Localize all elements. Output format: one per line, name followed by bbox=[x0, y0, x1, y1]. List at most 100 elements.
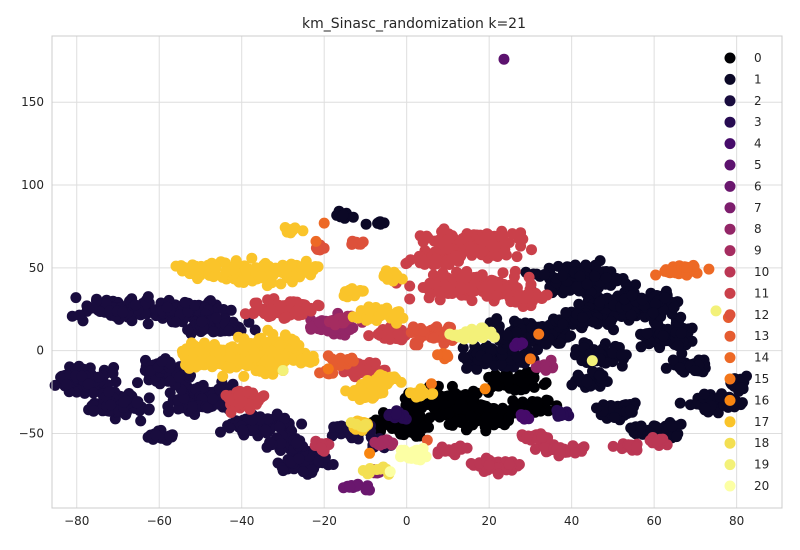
data-point bbox=[511, 251, 523, 263]
data-point bbox=[104, 305, 115, 317]
x-tick-label: −60 bbox=[147, 514, 172, 528]
legend-label-10: 10 bbox=[754, 265, 769, 279]
legend-label-4: 4 bbox=[754, 137, 762, 151]
data-point bbox=[479, 383, 491, 395]
data-point bbox=[668, 301, 680, 313]
data-point bbox=[630, 441, 642, 453]
data-point bbox=[515, 409, 527, 421]
data-point bbox=[88, 387, 99, 399]
legend-marker-4 bbox=[724, 138, 736, 150]
data-point bbox=[337, 209, 349, 221]
data-point bbox=[588, 316, 600, 328]
data-point bbox=[262, 294, 274, 306]
legend-marker-19 bbox=[724, 459, 736, 471]
data-point bbox=[501, 329, 513, 341]
data-point bbox=[363, 330, 375, 342]
legend-marker-3 bbox=[724, 116, 736, 128]
data-point bbox=[310, 235, 322, 247]
data-point bbox=[293, 339, 305, 351]
data-point bbox=[164, 430, 176, 442]
data-point bbox=[565, 330, 577, 342]
data-point bbox=[666, 266, 678, 278]
data-point bbox=[442, 234, 454, 246]
data-point bbox=[264, 355, 276, 367]
data-point bbox=[355, 383, 367, 395]
legend-label-20: 20 bbox=[754, 479, 769, 493]
data-point bbox=[681, 261, 693, 273]
legend-label-6: 6 bbox=[754, 179, 762, 193]
data-point bbox=[569, 447, 581, 459]
data-point bbox=[391, 269, 403, 281]
data-point bbox=[509, 401, 521, 413]
data-point bbox=[714, 391, 726, 403]
data-point bbox=[650, 269, 662, 281]
data-point bbox=[666, 420, 678, 432]
data-point bbox=[312, 299, 324, 311]
data-point bbox=[277, 365, 289, 376]
data-point bbox=[699, 402, 711, 414]
data-point bbox=[260, 424, 272, 436]
data-point bbox=[479, 281, 491, 293]
data-point bbox=[609, 412, 620, 423]
data-point bbox=[419, 256, 431, 268]
data-point bbox=[498, 247, 510, 259]
data-point bbox=[217, 370, 229, 382]
data-point bbox=[135, 415, 147, 427]
data-point bbox=[103, 386, 115, 398]
data-point bbox=[514, 369, 526, 381]
data-point bbox=[387, 309, 399, 321]
data-point bbox=[117, 306, 129, 318]
data-point bbox=[539, 269, 550, 280]
data-point bbox=[710, 305, 722, 317]
data-point bbox=[424, 277, 436, 289]
data-point bbox=[187, 401, 198, 413]
data-point bbox=[423, 292, 435, 304]
data-point bbox=[554, 337, 566, 349]
legend-marker-15 bbox=[724, 373, 736, 385]
data-point bbox=[474, 233, 486, 245]
data-point bbox=[523, 271, 535, 283]
data-point bbox=[275, 278, 287, 290]
data-point bbox=[285, 227, 297, 239]
data-point bbox=[409, 425, 420, 437]
data-point bbox=[290, 305, 302, 317]
data-point bbox=[246, 414, 258, 426]
data-point bbox=[194, 345, 206, 356]
data-point bbox=[195, 260, 207, 272]
data-point bbox=[372, 328, 384, 340]
legend-label-15: 15 bbox=[754, 372, 769, 386]
data-point bbox=[430, 253, 442, 265]
data-point bbox=[131, 397, 143, 409]
data-point bbox=[412, 339, 424, 351]
data-point bbox=[202, 402, 213, 414]
data-point bbox=[355, 285, 367, 297]
data-point bbox=[636, 294, 648, 306]
data-point bbox=[488, 331, 500, 343]
data-point bbox=[497, 402, 509, 414]
legend-label-3: 3 bbox=[754, 115, 762, 129]
data-point bbox=[674, 397, 686, 409]
data-point bbox=[206, 257, 218, 269]
data-point bbox=[672, 340, 684, 352]
data-point bbox=[189, 299, 201, 311]
data-point bbox=[560, 307, 572, 318]
data-point bbox=[370, 357, 381, 369]
data-point bbox=[220, 266, 232, 278]
data-point bbox=[186, 337, 197, 349]
legend-marker-17 bbox=[724, 416, 736, 428]
legend-marker-2 bbox=[724, 95, 736, 107]
legend-label-0: 0 bbox=[754, 51, 762, 65]
data-point bbox=[182, 324, 194, 336]
data-point bbox=[674, 362, 686, 374]
data-point bbox=[237, 424, 249, 436]
data-point bbox=[150, 429, 162, 441]
data-point bbox=[540, 338, 552, 350]
x-tick-label: −20 bbox=[312, 514, 337, 528]
data-point bbox=[514, 290, 526, 302]
data-point bbox=[393, 329, 405, 340]
data-point bbox=[512, 351, 523, 363]
data-point bbox=[450, 416, 462, 427]
data-point bbox=[425, 378, 437, 390]
legend-label-7: 7 bbox=[754, 201, 762, 215]
x-tick-label: −80 bbox=[64, 514, 89, 528]
